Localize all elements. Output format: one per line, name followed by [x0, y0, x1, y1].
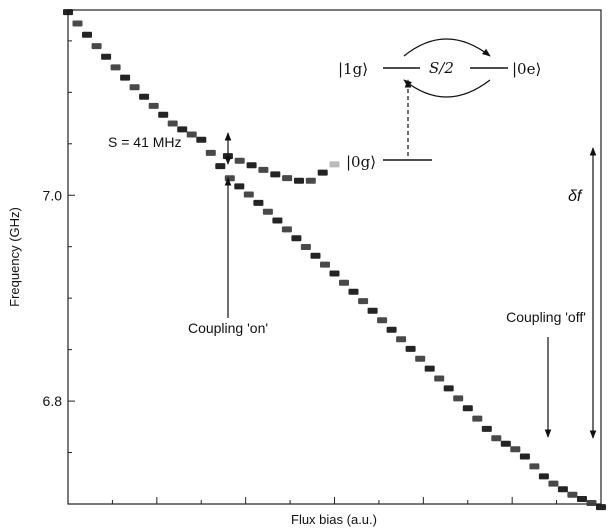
data-point — [120, 74, 131, 81]
data-point — [258, 166, 269, 173]
data-point — [529, 463, 540, 470]
data-point — [270, 171, 281, 178]
exchange-arrow-bottom — [403, 79, 491, 98]
data-point — [129, 84, 140, 91]
plot-frame — [67, 9, 602, 505]
data-point — [510, 446, 521, 453]
data-point — [348, 288, 359, 295]
data-point — [91, 43, 102, 50]
coupling-strength-label: S = 41 MHz — [108, 134, 182, 150]
data-point — [234, 183, 245, 190]
data-point — [462, 405, 473, 412]
data-point — [205, 149, 216, 156]
data-point — [63, 9, 73, 16]
data-point — [282, 175, 293, 182]
axis-ticks: 7.0 6.8 — [43, 40, 558, 505]
x-axis-title: Flux bias (a.u.) — [291, 512, 377, 527]
data-point — [405, 345, 416, 352]
data-point — [82, 31, 92, 38]
y-axis-title: Frequency (GHz) — [7, 207, 22, 307]
data-point — [577, 496, 587, 502]
data-point — [167, 120, 178, 127]
data-point — [234, 157, 245, 164]
data-point — [329, 161, 340, 168]
data-point — [548, 480, 559, 487]
data-point — [177, 126, 188, 133]
half-coupling-label: S/2 — [429, 59, 454, 77]
data-point — [367, 307, 378, 314]
data-point — [148, 102, 159, 109]
data-point — [500, 440, 511, 447]
data-point — [453, 395, 464, 402]
y-tick-label: 7.0 — [43, 187, 63, 203]
data-point — [305, 177, 316, 184]
data-point — [158, 111, 169, 118]
data-point — [491, 435, 502, 442]
data-point — [481, 425, 492, 432]
data-point — [243, 191, 254, 198]
state-1g-label: |1g⟩ — [338, 60, 368, 78]
data-point — [272, 217, 283, 224]
data-point — [101, 53, 112, 60]
coupling-on-label: Coupling 'on' — [188, 320, 268, 336]
data-point — [596, 504, 606, 511]
data-point — [415, 355, 426, 362]
data-point — [300, 244, 311, 250]
data-point — [567, 491, 578, 498]
data-point — [262, 208, 273, 215]
data-point — [224, 175, 235, 182]
detuning-label: δf — [568, 188, 583, 205]
level-diagram: |1g⟩ S/2 |0e⟩ |0g⟩ — [338, 38, 541, 171]
data-point — [519, 453, 530, 460]
data-point — [281, 226, 292, 233]
state-0g-label: |0g⟩ — [346, 153, 376, 171]
data-point — [424, 365, 435, 372]
data-point — [291, 235, 302, 242]
data-point — [538, 473, 549, 480]
data-point — [396, 336, 407, 343]
data-point — [294, 177, 304, 184]
data-point — [310, 252, 321, 259]
data-point — [317, 169, 328, 176]
data-point — [186, 131, 197, 138]
data-point — [377, 317, 388, 324]
data-point — [253, 199, 264, 206]
state-0e-label: |0e⟩ — [512, 60, 541, 78]
data-point — [434, 375, 445, 382]
data-point — [472, 415, 483, 422]
data-point — [246, 162, 257, 169]
data-point — [339, 279, 349, 286]
coupling-off-label: Coupling 'off' — [506, 309, 586, 325]
data-point — [215, 163, 226, 170]
data-point — [320, 261, 330, 268]
data-point — [358, 298, 369, 305]
data-point — [72, 20, 83, 27]
exchange-arrow-top — [403, 38, 491, 57]
data-point — [196, 136, 207, 143]
data-marks — [63, 9, 606, 511]
data-point — [586, 500, 597, 506]
y-tick-label: 6.8 — [43, 393, 63, 409]
data-point — [443, 385, 454, 392]
data-point — [557, 486, 568, 493]
data-point — [329, 270, 340, 277]
data-point — [386, 326, 397, 333]
data-point — [110, 64, 121, 71]
data-point — [139, 93, 150, 100]
